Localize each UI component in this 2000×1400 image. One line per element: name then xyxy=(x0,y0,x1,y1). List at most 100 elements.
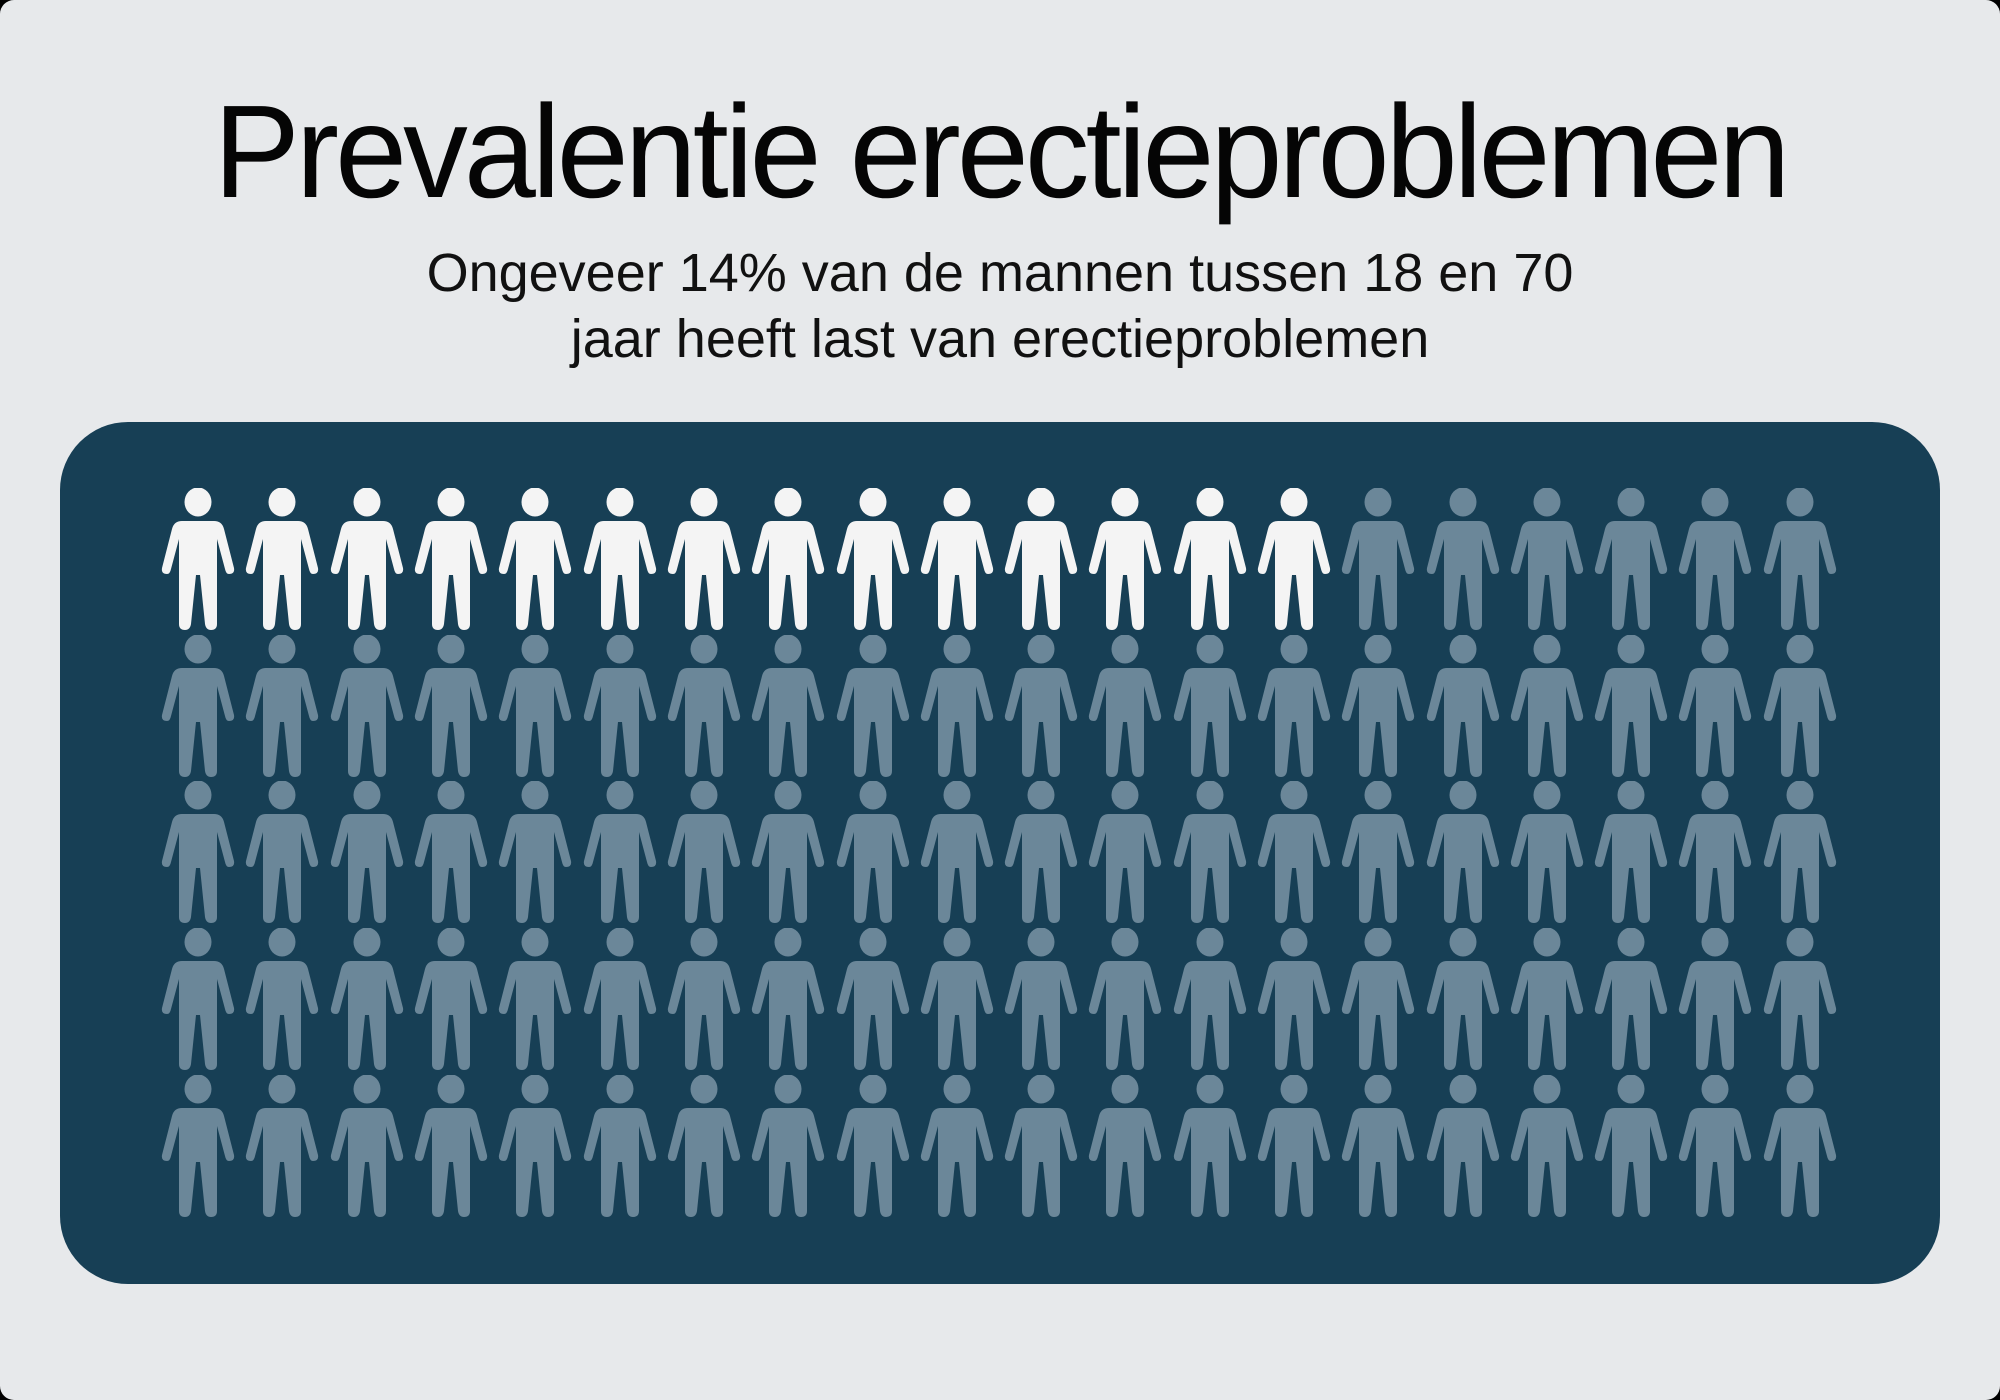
person-icon xyxy=(1679,928,1752,1071)
subtitle: Ongeveer 14% van de mannen tussen 18 en … xyxy=(0,240,2000,372)
person-icon xyxy=(246,781,319,924)
pictogram-panel xyxy=(60,422,1940,1284)
person-icon-other xyxy=(662,928,746,1075)
person-icon xyxy=(330,928,403,1071)
person-icon xyxy=(836,928,909,1071)
person-icon xyxy=(1342,928,1415,1071)
person-icon xyxy=(1595,928,1668,1071)
person-icon-other xyxy=(1589,1074,1673,1222)
person-icon-other xyxy=(1505,781,1589,928)
person-icon xyxy=(330,1074,403,1217)
person-icon-other xyxy=(1252,781,1336,928)
person-icon xyxy=(583,488,656,630)
person-icon xyxy=(1342,488,1415,630)
person-icon xyxy=(1763,634,1836,777)
person-icon xyxy=(667,1074,741,1217)
person-icon-other xyxy=(1336,1074,1420,1222)
person-icon-highlighted xyxy=(493,488,577,635)
person-icon xyxy=(752,1074,825,1217)
person-icon xyxy=(836,634,909,777)
person-icon xyxy=(414,634,488,777)
person-icon xyxy=(1763,781,1836,924)
person-icon-other xyxy=(493,928,577,1075)
person-icon-other xyxy=(1336,781,1420,928)
person-icon xyxy=(667,781,741,924)
person-icon-other xyxy=(662,781,746,928)
person-icon xyxy=(1173,1074,1246,1217)
person-icon-other xyxy=(1168,634,1252,782)
person-icon xyxy=(499,1074,572,1217)
person-icon xyxy=(1426,1074,1499,1217)
person-icon xyxy=(583,1074,656,1217)
person-icon xyxy=(836,1074,909,1217)
person-icon-other xyxy=(1168,1074,1252,1222)
person-icon xyxy=(1089,781,1162,924)
person-icon xyxy=(1089,634,1162,777)
person-icon xyxy=(752,634,825,777)
person-icon xyxy=(1004,928,1078,1071)
person-icon-other xyxy=(1589,488,1673,635)
person-icon xyxy=(836,488,909,630)
person-icon-other xyxy=(1252,1074,1336,1222)
person-icon-other xyxy=(240,1074,324,1222)
person-icon-other xyxy=(999,781,1083,928)
person-icon xyxy=(667,928,741,1071)
person-icon xyxy=(1004,781,1078,924)
person-icon xyxy=(920,488,993,630)
person-icon-other xyxy=(746,634,830,782)
person-icon xyxy=(1004,1074,1078,1217)
person-icon-other xyxy=(830,928,914,1075)
person-icon-other xyxy=(1083,928,1167,1075)
person-icon xyxy=(1089,488,1162,630)
person-icon-other xyxy=(915,928,999,1075)
person-icon-other xyxy=(240,928,324,1075)
person-icon-other xyxy=(1252,928,1336,1075)
person-icon-other xyxy=(493,634,577,782)
person-icon-other xyxy=(409,1074,493,1222)
person-icon xyxy=(667,634,741,777)
person-icon xyxy=(583,634,656,777)
page-title: Prevalentie erectieproblemen xyxy=(213,78,1791,225)
person-icon-other xyxy=(1758,634,1842,782)
person-icon-highlighted xyxy=(662,488,746,635)
person-icon xyxy=(499,928,572,1071)
person-icon-other xyxy=(746,928,830,1075)
person-icon xyxy=(330,781,403,924)
person-icon-highlighted xyxy=(156,488,240,635)
person-icon-other xyxy=(409,928,493,1075)
person-icon-other xyxy=(1505,634,1589,782)
person-icon xyxy=(1089,1074,1162,1217)
person-icon-other xyxy=(409,781,493,928)
person-icon-other xyxy=(1420,781,1504,928)
person-icon-other xyxy=(325,928,409,1075)
person-icon xyxy=(161,928,235,1071)
person-icon xyxy=(499,781,572,924)
person-icon xyxy=(1510,634,1584,777)
person-icon xyxy=(752,488,825,630)
person-icon-highlighted xyxy=(1168,488,1252,635)
person-icon xyxy=(246,634,319,777)
person-icon xyxy=(1679,488,1752,630)
person-icon-other xyxy=(493,781,577,928)
person-icon xyxy=(1679,634,1752,777)
person-icon xyxy=(1173,634,1246,777)
person-icon-other xyxy=(325,781,409,928)
person-icon xyxy=(414,781,488,924)
person-icon-other xyxy=(325,1074,409,1222)
person-icon xyxy=(246,928,319,1071)
subtitle-line-1: Ongeveer 14% van de mannen tussen 18 en … xyxy=(426,243,1574,303)
person-icon-other xyxy=(156,928,240,1075)
person-icon xyxy=(1173,928,1246,1071)
person-icon-other xyxy=(1673,781,1757,928)
person-icon xyxy=(836,781,909,924)
person-icon xyxy=(1426,781,1499,924)
person-icon xyxy=(1257,928,1331,1071)
person-icon-other xyxy=(1336,488,1420,635)
person-icon-other xyxy=(325,634,409,782)
person-icon-other xyxy=(1420,634,1504,782)
person-icon-other xyxy=(1168,928,1252,1075)
person-icon-other xyxy=(577,928,661,1075)
person-icon-other xyxy=(1505,488,1589,635)
person-icon-other xyxy=(1420,928,1504,1075)
